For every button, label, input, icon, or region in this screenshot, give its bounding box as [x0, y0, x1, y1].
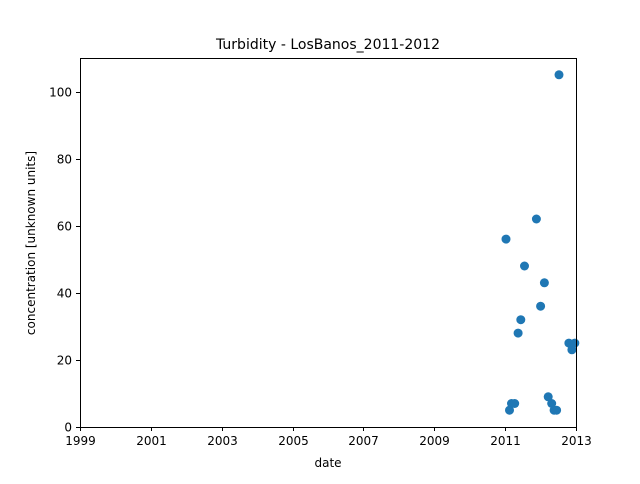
- scatter-point: [510, 399, 520, 408]
- scatter-point: [520, 261, 529, 271]
- y-tick-label: 20: [57, 354, 72, 368]
- scatter-point: [536, 301, 546, 311]
- x-tick-label: 2007: [348, 434, 379, 448]
- y-axis-label: concentration [unknown units]: [24, 151, 38, 335]
- x-tick-label: 2011: [490, 434, 521, 448]
- scatter-point: [513, 328, 523, 338]
- chart-title: Turbidity - LosBanos_2011-2012: [215, 37, 440, 53]
- y-tick-label: 60: [57, 220, 72, 234]
- scatter-point: [570, 338, 580, 348]
- x-axis-label: date: [314, 456, 341, 470]
- plot-frame: [80, 58, 577, 428]
- y-tick-label: 0: [64, 421, 72, 435]
- x-tick-label: 2009: [419, 434, 450, 448]
- ticks-layer: 1999 2001 2003 2005 2007 2009 2011 2013 0 20 40 60 8…: [49, 86, 592, 449]
- scatter-point: [516, 315, 526, 325]
- x-tick-label: 2003: [207, 434, 238, 448]
- points-layer: [501, 70, 580, 415]
- scatter-point: [552, 405, 562, 415]
- scatter-point: [543, 392, 553, 402]
- scatter-point: [539, 278, 549, 288]
- x-tick-label: 1999: [65, 434, 96, 448]
- scatter-point: [554, 70, 564, 80]
- y-tick-label: 80: [57, 153, 72, 167]
- scatter-point: [531, 214, 541, 224]
- y-tick-label: 100: [49, 86, 72, 100]
- x-tick-label: 2005: [278, 434, 309, 448]
- x-tick-label: 2001: [136, 434, 167, 448]
- y-tick-label: 40: [57, 287, 72, 301]
- x-tick-label: 2013: [561, 434, 592, 448]
- scatter-point: [501, 234, 511, 244]
